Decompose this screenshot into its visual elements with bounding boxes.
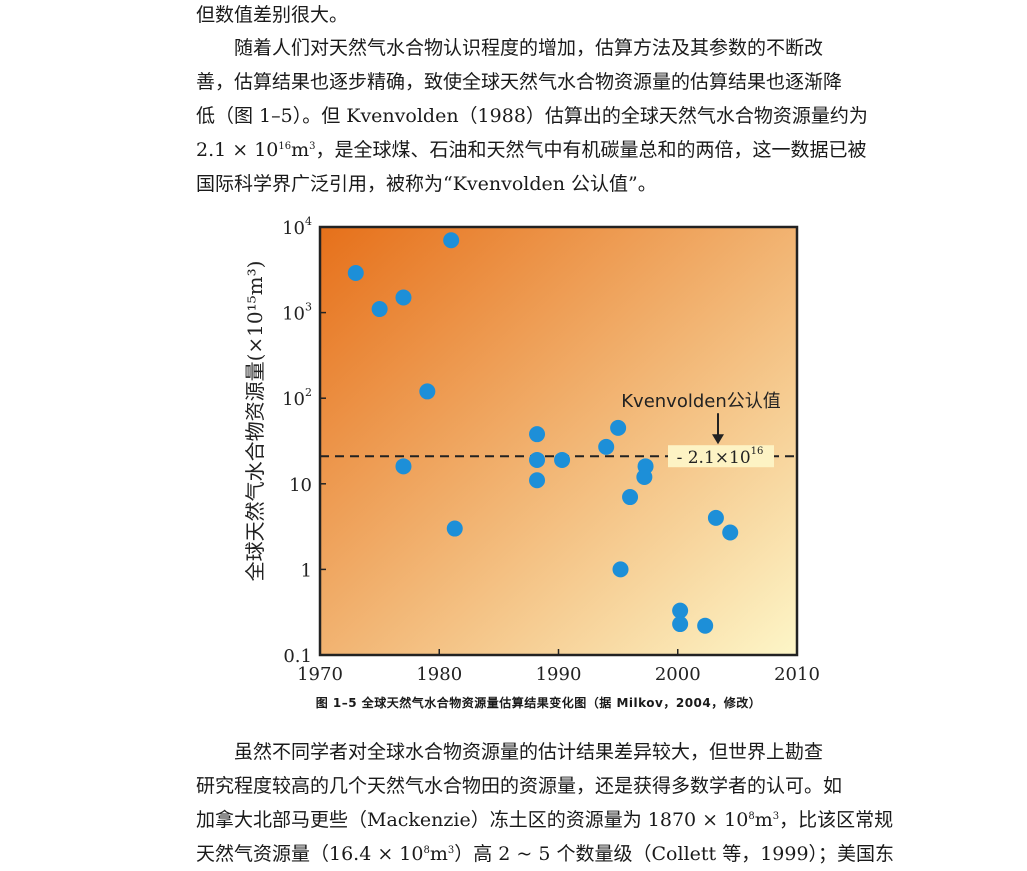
data-point — [697, 617, 714, 634]
x-tick-label: 1980 — [416, 664, 462, 685]
data-point — [672, 602, 689, 619]
text-fragment: 加拿大北部马更些（Mackenzie）冻土区的资源量为 1870 × 10 — [196, 809, 749, 831]
text-fragment: ）高 2 ~ 5 个数量级（Collett 等，1999）；美国东 — [454, 843, 895, 865]
data-point — [371, 301, 388, 318]
x-tick-label: 2010 — [774, 664, 820, 685]
y-tick-label: 102 — [282, 386, 312, 410]
data-point — [554, 451, 571, 468]
text-fragment: ，比该区常规 — [779, 809, 894, 831]
reference-value-label: - 2.1×1016 — [677, 446, 764, 468]
figure-caption-text: 图 1–5 全球天然气水合物资源量估算结果变化图（据 Milkov，2004，修… — [315, 696, 762, 710]
data-point — [529, 472, 546, 489]
superscript: 8 — [423, 845, 430, 856]
y-tick-label: 1 — [301, 560, 312, 581]
text-fragment: 天然气资源量（16.4 × 10 — [196, 843, 424, 865]
text-fragment: m — [429, 843, 448, 865]
paragraph-intro-end: 但数值差别很大。 — [196, 0, 864, 32]
figure-caption: 图 1–5 全球天然气水合物资源量估算结果变化图（据 Milkov，2004，修… — [0, 694, 1027, 711]
superscript: 16 — [278, 141, 292, 152]
plot-background — [320, 227, 797, 655]
y-tick-label: 0.1 — [283, 646, 312, 667]
x-tick-label: 2000 — [655, 664, 701, 685]
data-point — [612, 561, 629, 578]
data-point — [419, 383, 436, 400]
superscript: 3 — [309, 141, 316, 152]
text-line: 研究程度较高的几个天然气水合物田的资源量，还是获得多数学者的认可。如 — [196, 775, 843, 797]
data-point — [598, 438, 615, 455]
paragraph-estimates: 随着人们对天然气水合物认识程度的增加，估算方法及其参数的不断改 善，估算结果也逐… — [196, 31, 868, 201]
text-line: 加拿大北部马更些（Mackenzie）冻土区的资源量为 1870 × 108m3… — [196, 803, 893, 837]
y-tick-label: 104 — [282, 215, 312, 239]
text-line: 随着人们对天然气水合物认识程度的增加，估算方法及其参数的不断改 — [234, 37, 824, 59]
text-line: 但数值差别很大。 — [196, 4, 349, 26]
data-point — [529, 451, 546, 468]
text-line: 虽然不同学者对全球水合物资源量的估计结果差异较大，但世界上勘查 — [234, 741, 824, 763]
data-point — [443, 232, 460, 249]
reference-label-bg — [668, 445, 774, 468]
data-point — [446, 520, 463, 537]
text-line: 低（图 1–5）。但 Kvenvolden（1988）估算出的全球天然气水合物资… — [196, 105, 868, 127]
data-point — [395, 458, 412, 475]
y-tick-label: 103 — [282, 301, 312, 325]
superscript: 3 — [447, 845, 455, 856]
text-fragment: m — [754, 809, 773, 831]
y-tick-label: 10 — [289, 475, 312, 496]
annotation-arrow-head — [712, 434, 724, 445]
text-line: 国际科学界广泛引用，被称为“Kvenvolden 公认值”。 — [196, 173, 657, 195]
text-line: 2.1 × 1016m3，是全球煤、石油和天然气中有机碳量总和的两倍，这一数据已… — [196, 133, 867, 167]
data-point — [395, 289, 412, 306]
x-tick-label: 1990 — [536, 664, 582, 685]
text-fragment: 2.1 × 10 — [196, 139, 279, 161]
kvenvolden-annotation: Kvenvolden公认值 — [621, 391, 781, 412]
text-line: 天然气资源量（16.4 × 108m3）高 2 ~ 5 个数量级（Collett… — [196, 837, 894, 871]
data-point — [347, 265, 364, 282]
text-fragment: ，是全球煤、石油和天然气中有机碳量总和的两倍，这一数据已被 — [315, 139, 867, 161]
y-axis-label: 全球天然气水合物资源量(×10¹⁵m³) — [243, 261, 267, 582]
data-point — [610, 419, 627, 436]
data-point — [622, 489, 639, 506]
data-point — [529, 426, 546, 443]
x-tick-label: 1970 — [297, 664, 343, 685]
text-fragment: m — [291, 139, 310, 161]
plot-frame — [318, 225, 799, 657]
data-point — [636, 469, 653, 486]
data-point — [707, 509, 724, 526]
data-point — [722, 524, 739, 541]
text-line: 善，估算结果也逐步精确，致使全球天然气水合物资源量的估算结果也逐渐降 — [196, 71, 843, 93]
paragraph-hydrate-fields: 虽然不同学者对全球水合物资源量的估计结果差异较大，但世界上勘查 研究程度较高的几… — [196, 735, 894, 871]
data-point — [672, 616, 689, 633]
superscript: 8 — [748, 811, 755, 822]
superscript: 3 — [772, 811, 780, 822]
